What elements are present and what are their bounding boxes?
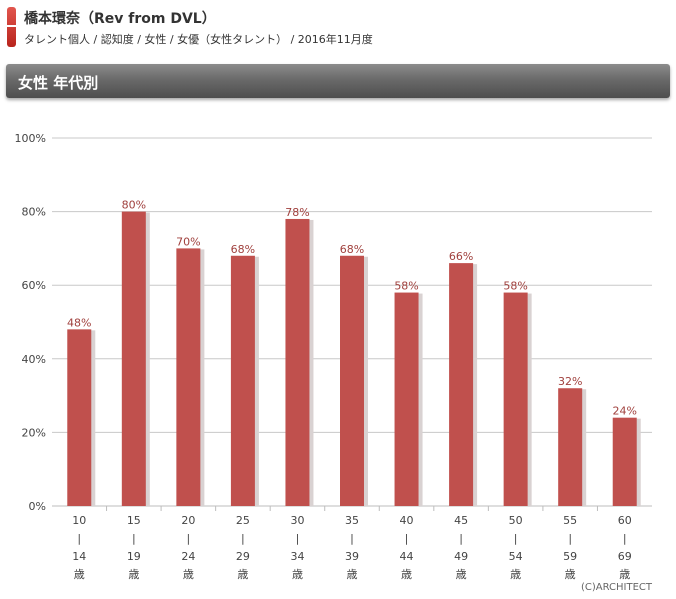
x-tick-label-line: 歳 — [456, 568, 467, 580]
x-tick-label-line: 歳 — [401, 568, 412, 580]
x-tick-label-line: 19 — [127, 550, 141, 563]
bar — [285, 218, 310, 506]
bar-value-label: 78% — [285, 206, 309, 219]
x-tick-label-line: | — [514, 532, 518, 545]
x-tick-label-line: | — [132, 532, 136, 545]
x-tick-label: 50 | 54 歳 — [509, 514, 523, 580]
x-tick-label-line: 14 — [72, 550, 86, 563]
x-tick-label-line: 29 — [236, 550, 250, 563]
bar-value-label: 68% — [231, 243, 255, 256]
bar — [176, 248, 201, 506]
x-tick-label-line: | — [77, 532, 81, 545]
axis-layer: 0%20%40%60%80%100%10 | 14 歳15 | 19 歳20 | 24 歳25 | 2… — [15, 132, 632, 580]
x-tick-label-line: 25 — [236, 514, 250, 527]
x-tick-label-line: 40 — [400, 514, 414, 527]
x-tick-label-line: 歳 — [510, 568, 521, 580]
x-tick-label-line: 歳 — [74, 568, 85, 580]
bar-value-label: 66% — [449, 250, 473, 263]
bar-value-label: 24% — [613, 405, 637, 418]
x-tick-label: 55 | 59 歳 — [563, 514, 577, 580]
bar-value-label: 68% — [340, 243, 364, 256]
x-tick-label-line: 20 — [181, 514, 195, 527]
bar — [67, 329, 92, 506]
bar — [394, 292, 419, 506]
x-tick-label-line: 15 — [127, 514, 141, 527]
y-tick-label: 20% — [22, 426, 46, 439]
x-tick-label: 60 | 69 歳 — [618, 514, 632, 580]
x-tick-label-line: | — [350, 532, 354, 545]
x-tick-label-line: 44 — [400, 550, 414, 563]
x-tick-label-line: 59 — [563, 550, 577, 563]
x-tick-label-line: 10 — [72, 514, 86, 527]
x-tick-label-line: 50 — [509, 514, 523, 527]
copyright-notice: (C)ARCHITECT — [580, 582, 652, 593]
bar-value-label: 58% — [503, 280, 527, 293]
header-accent-mark — [7, 7, 16, 47]
x-tick-label-line: 45 — [454, 514, 468, 527]
x-tick-label: 30 | 34 歳 — [290, 514, 304, 580]
bar-value-label: 70% — [176, 235, 200, 248]
x-tick-label-line: 69 — [618, 550, 632, 563]
x-tick-label: 25 | 29 歳 — [236, 514, 250, 580]
section-header-bar: 女性 年代別 — [6, 64, 670, 98]
x-tick-label-line: | — [187, 532, 191, 545]
bar — [121, 211, 146, 506]
x-tick-label-line: 24 — [181, 550, 195, 563]
bar — [503, 292, 528, 506]
x-tick-label-line: 歳 — [237, 568, 248, 580]
x-tick-label: 35 | 39 歳 — [345, 514, 359, 580]
bar-layer — [67, 211, 641, 506]
label-layer: 48% 80% 70% 68% 78% 68% 58% 66% 58% 32% 24% — [67, 199, 637, 418]
x-tick-label-line: | — [459, 532, 463, 545]
bar — [612, 417, 637, 506]
x-tick-label: 10 | 14 歳 — [72, 514, 86, 580]
age-group-bar-chart: 48% 80% 70% 68% 78% 68% 58% 66% 58% 32% 24% 0% 20% 4… — [15, 132, 652, 580]
x-tick-label-line: | — [623, 532, 627, 545]
x-tick-label-line: | — [241, 532, 245, 545]
bar — [558, 388, 583, 506]
x-tick-label: 15 | 19 歳 — [127, 514, 141, 580]
talent-name-title: 橋本環奈（Rev from DVL） — [24, 11, 216, 27]
x-tick-label: 20 | 24 歳 — [181, 514, 195, 580]
x-tick-label-line: 歳 — [183, 568, 194, 580]
y-tick-label: 60% — [22, 279, 46, 292]
bar — [230, 255, 255, 506]
x-tick-label: 40 | 44 歳 — [400, 514, 414, 580]
x-tick-label-line: 30 — [290, 514, 304, 527]
bar-value-label: 48% — [67, 316, 91, 329]
bar-value-label: 32% — [558, 375, 582, 388]
y-tick-label: 40% — [22, 353, 46, 366]
x-tick-label-line: 歳 — [347, 568, 358, 580]
x-tick-label-line: 54 — [509, 550, 523, 563]
section-title: 女性 年代別 — [18, 74, 99, 92]
x-tick-label-line: 歳 — [565, 568, 576, 580]
x-tick-label-line: 49 — [454, 550, 468, 563]
bar-value-label: 58% — [394, 280, 418, 293]
x-tick-label-line: 55 — [563, 514, 577, 527]
y-tick-label: 80% — [22, 206, 46, 219]
x-tick-label-line: 歳 — [128, 568, 139, 580]
bar — [449, 263, 474, 506]
x-tick-label-line: 歳 — [292, 568, 303, 580]
x-tick-label-line: | — [568, 532, 572, 545]
bar — [340, 255, 364, 506]
x-tick-label-line: | — [296, 532, 300, 545]
page-header: 橋本環奈（Rev from DVL） タレント個人 / 認知度 / 女性 / 女… — [0, 0, 676, 56]
x-tick-label-line: 39 — [345, 550, 359, 563]
bar-value-label: 80% — [122, 199, 146, 212]
x-tick-label-line: 35 — [345, 514, 359, 527]
y-tick-label: 0% — [29, 500, 46, 513]
x-tick-label-line: 歳 — [619, 568, 630, 580]
category-breadcrumb: タレント個人 / 認知度 / 女性 / 女優（女性タレント） / 2016年11… — [24, 33, 373, 46]
x-tick-label-line: 60 — [618, 514, 632, 527]
x-tick-label: 45 | 49 歳 — [454, 514, 468, 580]
y-tick-label: 100% — [15, 132, 46, 145]
x-tick-label-line: | — [405, 532, 409, 545]
x-tick-label-line: 34 — [290, 550, 304, 563]
